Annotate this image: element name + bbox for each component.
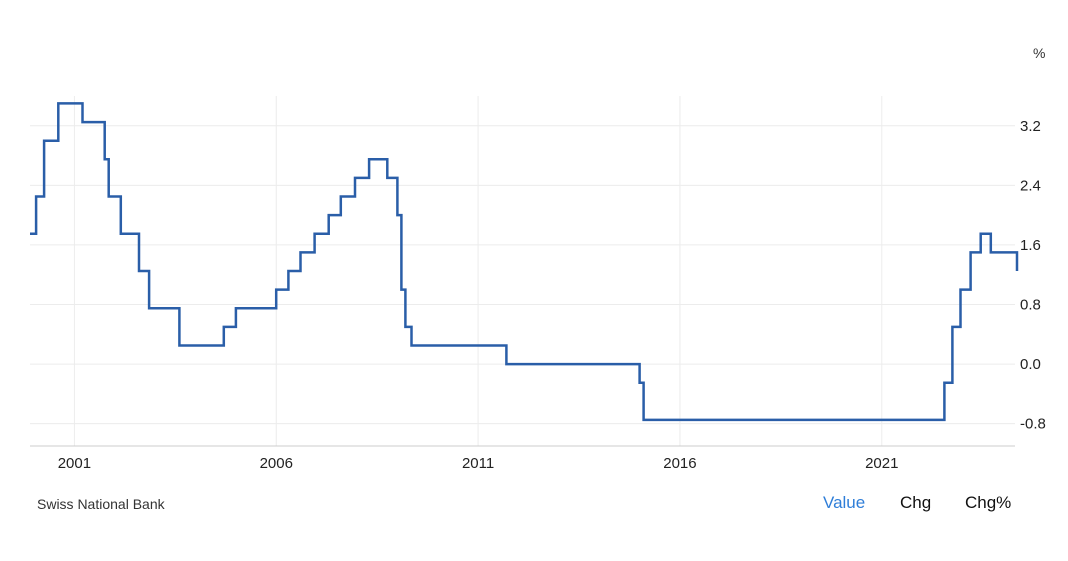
x-tick-label: 2016 — [663, 455, 696, 472]
x-tick-label: 2011 — [462, 455, 494, 472]
tab-chg-percent[interactable]: Chg% — [965, 493, 1012, 512]
tab-chg[interactable]: Chg — [900, 493, 932, 512]
tab-value[interactable]: Value — [823, 493, 866, 512]
x-tick-label: 2006 — [260, 455, 293, 472]
unit-label: % — [1033, 45, 1045, 61]
y-tick-label: 0.0 — [1020, 356, 1041, 373]
source-label: Swiss National Bank — [37, 496, 165, 512]
x-tick-label: 2021 — [865, 455, 898, 472]
x-tick-label: 2001 — [58, 455, 91, 472]
x-axis: 2001 2006 2011 2016 2021 — [30, 445, 1015, 472]
y-tick-label: 2.4 — [1020, 177, 1041, 194]
grid-lines — [30, 96, 1015, 446]
y-tick-label: 3.2 — [1020, 118, 1041, 135]
y-axis: 3.2 2.4 1.6 0.8 0.0 -0.8 — [1020, 118, 1046, 433]
y-tick-label: -0.8 — [1020, 416, 1046, 433]
series-line[interactable] — [30, 102, 1019, 422]
y-tick-label: 0.8 — [1020, 297, 1041, 314]
y-tick-label: 1.6 — [1020, 237, 1041, 254]
